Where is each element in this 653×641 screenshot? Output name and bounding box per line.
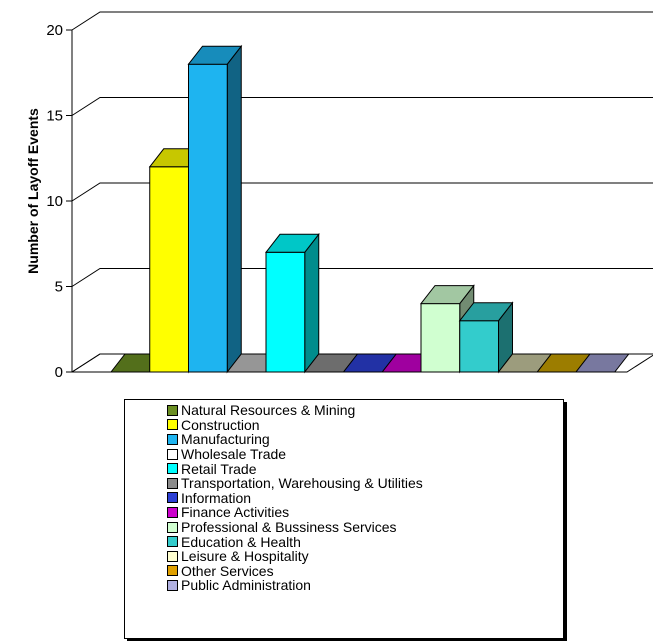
legend-swatch [167,492,178,504]
legend-label: Wholesale Trade [181,446,287,463]
bar [458,301,514,374]
legend-label: Other Services [181,562,274,579]
legend-label: Education & Health [181,533,301,550]
legend-label: Natural Resources & Mining [181,402,356,419]
legend-label: Manufacturing [181,431,270,448]
legend-item: Leisure & Hospitality [167,548,563,565]
legend-item: Wholesale Trade [167,446,563,463]
bar [574,353,630,373]
legend-item: Construction [167,416,563,433]
bar-side [226,44,242,374]
legend-swatch [167,419,178,431]
y-tick-label: 5 [55,279,63,296]
legend-swatch [167,536,178,548]
bar [264,232,320,374]
legend-swatch [167,506,178,518]
legend-item: Retail Trade [167,460,563,477]
legend-label: Public Administration [181,577,311,594]
legend-swatch [167,477,178,489]
legend-swatch [167,579,178,591]
legend-item: Information [167,489,563,506]
bar-front [459,320,499,373]
bar-side [304,232,320,374]
legend-label: Transportation, Warehousing & Utilities [181,475,423,492]
legend-item: Public Administration [167,577,563,594]
legend-swatch [167,550,178,562]
legend-label: Information [181,489,252,506]
y-tick-label: 20 [46,22,63,39]
legend-item: Other Services [167,562,563,579]
y-tick-label: 10 [46,193,63,210]
y-tick-label: 15 [46,108,63,125]
bar-top [574,353,630,373]
legend-item: Natural Resources & Mining [167,402,563,419]
gridline [71,268,653,287]
bars [109,44,630,374]
legend-label: Retail Trade [181,460,257,477]
bar-front [420,303,461,373]
bar-front [149,166,189,373]
bar-chart: 0 5 10 15 20 Number of Layoff Events [25,11,653,381]
legend-label: Leisure & Hospitality [181,548,309,565]
legend-swatch [167,433,178,445]
bar-top [419,285,475,305]
bar-top [458,302,514,322]
legend-swatch [167,404,178,416]
bar-top [187,45,243,65]
bar [419,284,475,374]
legend-item: Finance Activities [167,504,563,521]
legend-label: Professional & Bussiness Services [181,519,397,536]
legend-label: Finance Activities [181,504,290,521]
gridline [71,11,653,31]
legend-swatch [167,448,178,460]
legend-swatch [167,565,178,577]
legend-item: Transportation, Warehousing & Utilities [167,475,563,492]
bar-front [265,251,306,373]
legend: Natural Resources & Mining Construction Ma… [124,399,564,639]
legend-item: Professional & Bussiness Services [167,519,563,536]
gridline [71,182,653,202]
bar-front [188,63,228,373]
bar-top [264,233,320,253]
legend-swatch [167,521,178,533]
gridline [71,97,653,116]
legend-label: Construction [181,416,260,433]
y-axis: 0 5 10 15 20 [46,22,73,381]
y-axis-label: Number of Layoff Events [25,108,41,274]
y-tick-label: 0 [55,364,63,381]
legend-item: Manufacturing [167,431,563,448]
legend-swatch [167,463,178,475]
legend-item: Education & Health [167,533,563,550]
bar [187,44,243,374]
